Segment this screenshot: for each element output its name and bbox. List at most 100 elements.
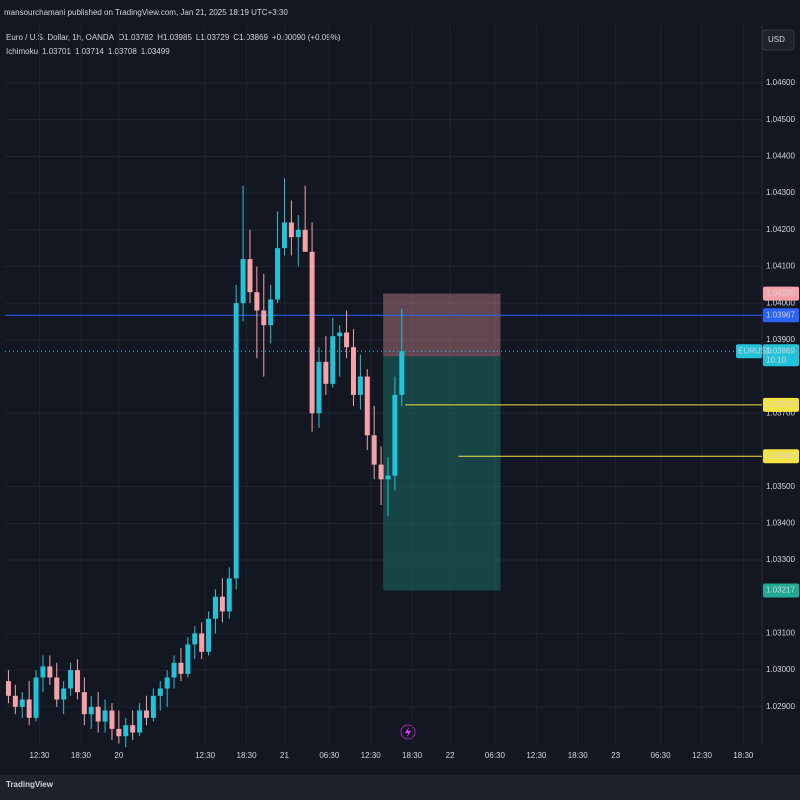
x-tick-label: 18:30 [402, 751, 423, 760]
events-icon[interactable] [400, 724, 416, 740]
candle-body [302, 229, 308, 252]
candle-body [378, 464, 384, 480]
candle-body [295, 229, 301, 238]
legend-text: 1.03869 [239, 33, 268, 42]
y-tick-label: 1.04100 [766, 262, 795, 271]
candle-body [316, 361, 322, 414]
line-price-bg [763, 308, 799, 323]
candle-body [240, 259, 246, 304]
y-tick-label: 1.03400 [766, 518, 795, 527]
indicator-name: Ichimoku [6, 47, 38, 56]
x-tick-label: 18:30 [568, 751, 589, 760]
candle-body [392, 394, 398, 476]
candle-body [47, 666, 53, 678]
y-tick-label: 1.02900 [766, 702, 795, 711]
symbol-tag: EURUSD [738, 346, 772, 355]
x-tick-label: 23 [611, 751, 620, 760]
candle-body [254, 292, 260, 311]
candle-body [54, 677, 60, 700]
candle-body [261, 310, 267, 326]
candle-body [344, 332, 350, 348]
candle-body [26, 699, 32, 718]
line-price: 1.03967 [766, 310, 795, 319]
x-tick-label: 12:30 [361, 751, 382, 760]
symbol-tag-bg [736, 344, 762, 359]
y-tick-label: 1.03000 [766, 665, 795, 674]
countdown: 10:10 [766, 355, 787, 364]
candle-body [247, 259, 253, 293]
currency-button[interactable] [761, 29, 795, 51]
candle-body [226, 578, 232, 612]
y-tick-label: 1.04200 [766, 225, 795, 234]
candle-body [275, 248, 281, 300]
legend-text: H [157, 33, 163, 42]
last-price-bg [763, 344, 799, 367]
legend-text: +0.00090 (+0.09%) [272, 33, 341, 42]
x-tick-label: 18:30 [237, 751, 258, 760]
candle-body [399, 351, 405, 395]
y-tick-label: 1.04400 [766, 151, 795, 160]
candle-body [123, 725, 129, 737]
x-tick-label: 12:30 [692, 751, 713, 760]
currency[interactable]: USD [768, 35, 785, 44]
x-tick-label: 12:30 [195, 751, 216, 760]
x-tick-label: 21 [280, 751, 289, 760]
indicator-value: 1.03701 [42, 47, 71, 56]
candle-body [68, 670, 74, 689]
stop-price-bg [763, 286, 799, 301]
line-price: 1.03583 [766, 451, 795, 460]
candle-body [5, 681, 11, 696]
y-tick-label: 1.03300 [766, 555, 795, 564]
x-tick-label: 18:30 [733, 751, 754, 760]
candle-body [206, 618, 212, 652]
indicator-value: 1.03708 [108, 47, 137, 56]
candle-body [309, 251, 315, 414]
candle-body [33, 677, 39, 718]
candle-body [337, 332, 343, 337]
candle-body [364, 376, 370, 436]
candle-body [281, 222, 287, 249]
x-tick-label: 12:30 [29, 751, 50, 760]
candle-body [95, 706, 101, 722]
x-tick-label: 12:30 [526, 751, 547, 760]
candle-body [137, 710, 143, 733]
candle-body [192, 633, 198, 645]
events-bolt [405, 727, 411, 737]
stop-zone [383, 293, 501, 357]
x-tick-label: 06:30 [319, 751, 340, 760]
candle-body [171, 662, 177, 678]
candle-body [143, 710, 149, 718]
indicator-value: 1.03714 [75, 47, 104, 56]
indicator-value: 1.03499 [141, 47, 170, 56]
x-tick-label: 06:30 [651, 751, 672, 760]
candle-body [199, 633, 205, 652]
candle-body [323, 361, 329, 384]
target-price: 1.03217 [766, 586, 795, 595]
candle-body [116, 728, 122, 737]
candle-body [40, 666, 46, 678]
candle-body [102, 710, 108, 722]
candle-body [109, 710, 115, 729]
stop-price: 1.04026 [766, 289, 795, 298]
candle-body [219, 596, 225, 612]
legend-text: Euro / U.S. Dollar, 1h, OANDA [6, 33, 115, 42]
target-price-bg [763, 583, 799, 598]
candle-body [212, 596, 218, 619]
logo[interactable]: TradingView [6, 780, 54, 789]
candle-body [157, 688, 163, 696]
candle-body [88, 706, 94, 715]
y-tick-label: 1.03100 [766, 629, 795, 638]
candle-body [61, 688, 67, 700]
candle-body [12, 695, 18, 707]
line-price-bg [763, 397, 799, 412]
y-tick-label: 1.03900 [766, 335, 795, 344]
candle-body [233, 303, 239, 579]
legend-text: C [233, 33, 239, 42]
legend-text: 1.03782 [124, 33, 153, 42]
candle-body [74, 670, 80, 693]
candle-body [371, 435, 377, 465]
footer-bar [0, 775, 800, 800]
candle-body [185, 644, 191, 674]
candle-body [330, 336, 336, 384]
